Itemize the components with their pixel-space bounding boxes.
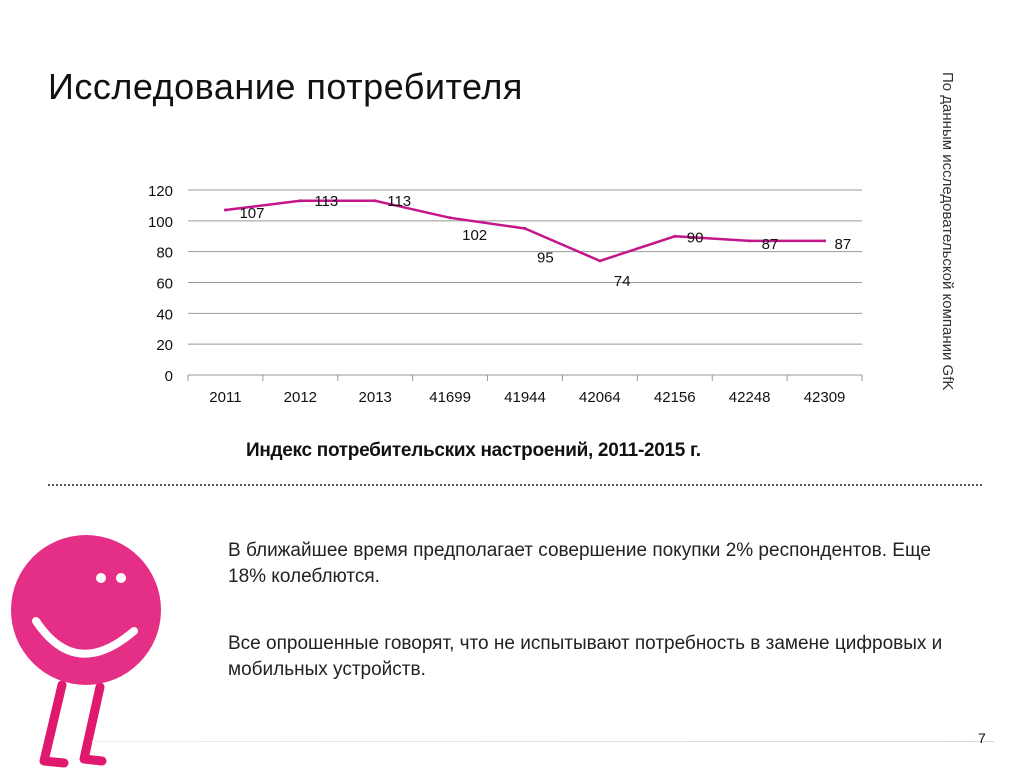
x-tick-label: 2013: [359, 389, 392, 406]
y-tick-label: 40: [156, 306, 173, 323]
x-tick-label: 41944: [504, 389, 546, 406]
y-tick-label: 0: [165, 368, 173, 385]
mascot-left-leg: [39, 680, 69, 768]
y-tick-label: 80: [156, 245, 173, 262]
y-tick-label: 120: [148, 183, 173, 200]
data-labels: 107 113 113 102 95 74 90 87 87: [239, 193, 851, 290]
y-axis-ticks: 0 20 40 60 80 100 120: [148, 183, 173, 385]
data-point: [748, 239, 752, 243]
data-point: [673, 234, 677, 238]
x-tick-label: 42064: [579, 389, 621, 406]
x-tick-label: 42309: [804, 389, 846, 406]
data-point: [523, 227, 527, 231]
footer-line: [92, 741, 994, 742]
chart-caption: Индекс потребительских настроений, 2011-…: [246, 440, 701, 461]
data-point: [823, 239, 827, 243]
data-point: [373, 199, 377, 203]
data-label: 87: [762, 236, 779, 253]
data-label: 107: [239, 205, 264, 222]
body-paragraph-2: Все опрошенные говорят, что не испытываю…: [228, 633, 943, 680]
data-label: 102: [462, 227, 487, 244]
slide-title: Исследование потребителя: [48, 66, 523, 107]
mascot-right-leg: [79, 682, 107, 766]
x-axis-ticks: 2011 2012 2013 41699 41944 42064 42156 42248 423…: [187, 375, 863, 406]
series-line-layer: [223, 199, 827, 263]
data-point: [448, 216, 452, 220]
x-tick-label: 42156: [654, 389, 696, 406]
line-chart: 0 20 40 60 80 100 120 2011 2012 2013 41699 41944 42…: [148, 183, 863, 406]
y-tick-label: 20: [156, 337, 173, 354]
data-point: [298, 199, 302, 203]
data-label: 113: [387, 193, 411, 210]
chart-gridlines: [188, 189, 862, 376]
y-tick-label: 60: [156, 276, 173, 293]
x-tick-label: 2012: [284, 389, 317, 406]
body-paragraph-1: В ближайшее время предполагает совершени…: [228, 540, 931, 587]
x-tick-label: 2011: [209, 389, 241, 406]
mascot-smile: [32, 617, 138, 658]
dotted-divider: [48, 484, 982, 486]
mascot-left-eye: [96, 573, 106, 583]
data-point: [223, 208, 227, 212]
data-label: 87: [835, 236, 852, 253]
data-point: [598, 259, 602, 263]
page-number: 7: [978, 730, 986, 746]
data-label: 74: [614, 273, 631, 290]
data-label: 113: [314, 193, 338, 210]
y-tick-label: 100: [148, 214, 173, 231]
x-tick-label: 41699: [429, 389, 471, 406]
mascot-right-eye: [116, 573, 126, 583]
smiley-mascot: [11, 535, 161, 768]
x-tick-label: 42248: [729, 389, 771, 406]
mascot-face: [11, 535, 161, 685]
data-label: 90: [687, 229, 704, 246]
data-label: 95: [537, 250, 554, 267]
